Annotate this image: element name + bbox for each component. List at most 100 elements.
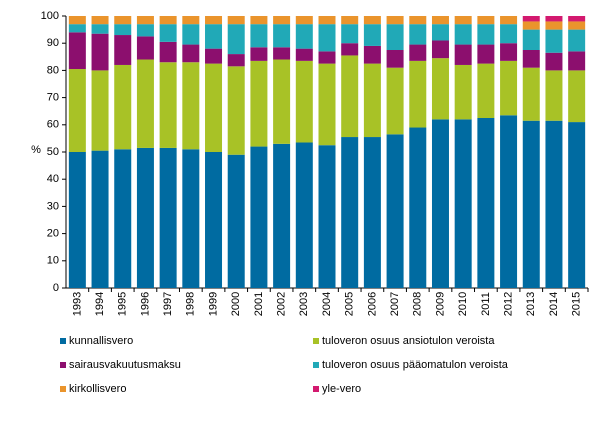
bar-segment [454, 24, 472, 45]
x-tick-label: 2006 [366, 292, 378, 316]
y-tick-label: 40 [47, 173, 59, 185]
bar-segment [386, 24, 404, 50]
legend-label: kirkollisvero [69, 383, 126, 395]
bar-segment [386, 16, 404, 25]
bar-segment [295, 142, 313, 288]
bar-segment [522, 21, 540, 30]
bar-segment [250, 60, 268, 147]
bar-segment [205, 24, 223, 49]
bar-segment [318, 16, 336, 25]
bar-segment [568, 29, 586, 52]
y-tick-label: 60 [47, 119, 59, 131]
bar-segment [568, 70, 586, 123]
bar-segment [545, 29, 563, 53]
x-tick-label: 1995 [117, 292, 129, 316]
bar-segment [454, 16, 472, 25]
bar-segment [114, 16, 132, 25]
bar-segment [500, 24, 518, 44]
x-tick-label: 1996 [139, 292, 151, 316]
bar-segment [227, 16, 245, 25]
bar-segment [500, 16, 518, 25]
legend-label: yle-vero [322, 383, 361, 395]
y-tick-label: 30 [47, 200, 59, 212]
bar-segment [477, 16, 495, 25]
x-tick-label: 2001 [253, 292, 265, 316]
x-tick-label: 2000 [230, 292, 242, 316]
bar-segment [568, 51, 586, 71]
bar-segment [91, 70, 109, 151]
legend-label: tuloveron osuus ansiotulon veroista [322, 335, 495, 347]
bar-segment [205, 48, 223, 64]
bar-segment [522, 67, 540, 121]
x-tick-label: 2011 [480, 292, 492, 316]
bar-segment [159, 16, 177, 25]
x-tick-label: 2005 [344, 292, 356, 316]
bar-segment [545, 21, 563, 30]
bar-segment [409, 127, 427, 289]
x-tick-label: 2002 [276, 292, 288, 316]
bar-segment [431, 24, 449, 41]
bar-segment [68, 152, 86, 288]
bar-segment [500, 60, 518, 116]
y-tick-label: 80 [47, 64, 59, 76]
bar-segment [114, 149, 132, 288]
bar-segment [205, 16, 223, 25]
bar-segment [568, 16, 586, 22]
bar-segment [522, 50, 540, 68]
bar-segment [341, 43, 359, 56]
bar-segment [545, 70, 563, 121]
bar-segment [182, 44, 200, 63]
bar-segment [318, 24, 336, 52]
bar-segment [273, 47, 291, 60]
bar-segment [136, 147, 154, 288]
x-tick-label: 2004 [321, 292, 333, 316]
bar-segment [68, 69, 86, 152]
bar-segment [136, 24, 154, 37]
bar-segment [273, 24, 291, 48]
bar-segment [454, 44, 472, 65]
x-tick-label: 1998 [185, 292, 197, 316]
bar-segment [182, 16, 200, 25]
bar-segment [205, 63, 223, 152]
y-axis-label: % [31, 144, 41, 156]
x-tick-label: 2015 [571, 292, 583, 316]
bar-segment [91, 24, 109, 34]
legend-swatch [60, 386, 66, 392]
y-tick-label: 70 [47, 92, 59, 104]
bar-segment [409, 24, 427, 45]
bar-segment [568, 122, 586, 288]
bar-segment [114, 64, 132, 150]
bar-segment [159, 41, 177, 63]
bar-segment [341, 24, 359, 44]
bar-segment [386, 50, 404, 68]
bar-segment [545, 120, 563, 288]
y-tick-label: 20 [47, 228, 59, 240]
bar-segment [363, 16, 381, 25]
legend-swatch [313, 362, 319, 368]
bar-segment [295, 24, 313, 49]
x-tick-label: 2009 [434, 292, 446, 316]
x-tick-label: 1999 [207, 292, 219, 316]
bar-segment [136, 59, 154, 148]
x-tick-label: 2007 [389, 292, 401, 316]
bar-segment [409, 60, 427, 128]
legend-swatch [313, 386, 319, 392]
bar-segment [545, 16, 563, 22]
bar-segment [227, 154, 245, 288]
bar-segment [454, 119, 472, 288]
y-tick-label: 100 [41, 10, 59, 22]
bar-segment [454, 64, 472, 120]
bar-segment [91, 150, 109, 288]
bar-segment [318, 63, 336, 146]
bar-segment [182, 62, 200, 150]
bar-segment [522, 29, 540, 50]
bar-segment [545, 52, 563, 71]
bar-segment [295, 48, 313, 61]
y-tick-label: 10 [47, 255, 59, 267]
bar-segment [273, 143, 291, 288]
bar-segment [295, 60, 313, 143]
legend-label: sairausvakuutusmaksu [69, 359, 181, 371]
legend-swatch [60, 338, 66, 344]
x-tick-label: 1993 [71, 292, 83, 316]
bar-segment [431, 119, 449, 288]
